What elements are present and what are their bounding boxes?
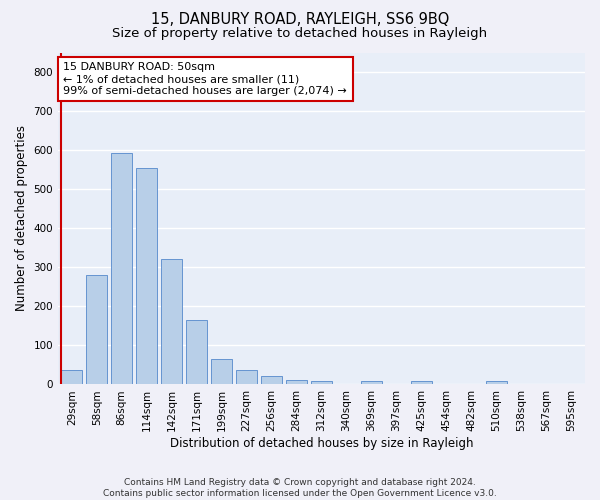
Bar — [186, 320, 207, 384]
X-axis label: Distribution of detached houses by size in Rayleigh: Distribution of detached houses by size … — [170, 437, 473, 450]
Bar — [361, 380, 382, 384]
Bar — [286, 380, 307, 384]
Bar — [261, 376, 282, 384]
Y-axis label: Number of detached properties: Number of detached properties — [15, 126, 28, 312]
Bar — [86, 275, 107, 384]
Bar — [136, 168, 157, 384]
Text: Size of property relative to detached houses in Rayleigh: Size of property relative to detached ho… — [112, 28, 488, 40]
Bar — [61, 370, 82, 384]
Text: 15 DANBURY ROAD: 50sqm
← 1% of detached houses are smaller (11)
99% of semi-deta: 15 DANBURY ROAD: 50sqm ← 1% of detached … — [64, 62, 347, 96]
Bar — [111, 153, 133, 384]
Bar — [236, 370, 257, 384]
Bar — [161, 260, 182, 384]
Bar — [486, 380, 507, 384]
Bar — [311, 382, 332, 384]
Bar — [211, 359, 232, 384]
Bar — [411, 382, 432, 384]
Text: Contains HM Land Registry data © Crown copyright and database right 2024.
Contai: Contains HM Land Registry data © Crown c… — [103, 478, 497, 498]
Text: 15, DANBURY ROAD, RAYLEIGH, SS6 9BQ: 15, DANBURY ROAD, RAYLEIGH, SS6 9BQ — [151, 12, 449, 28]
